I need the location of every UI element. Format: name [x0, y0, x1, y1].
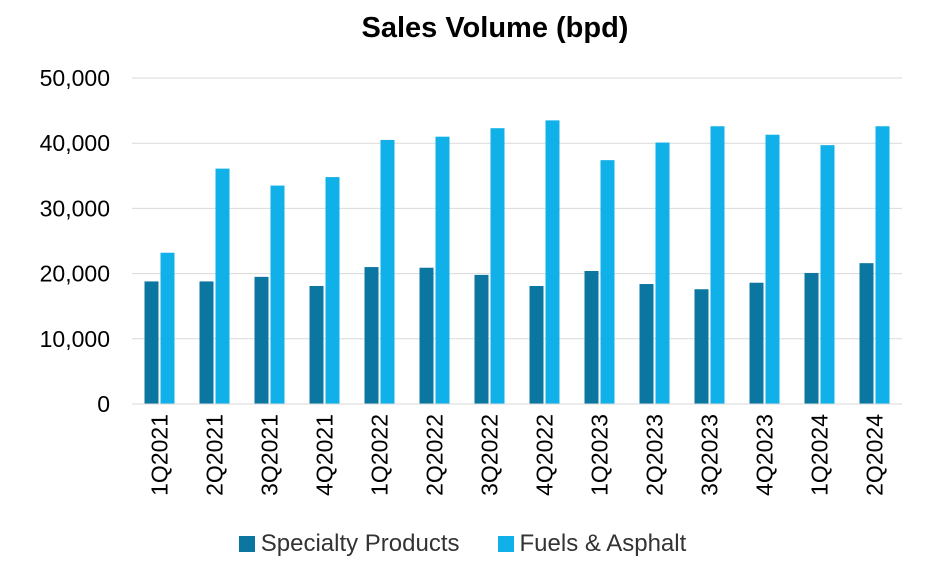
- bar-specialty-products: [309, 285, 324, 404]
- bar-specialty-products: [199, 281, 214, 404]
- bar-fuels-asphalt: [820, 145, 835, 404]
- bar-specialty-products: [474, 274, 489, 404]
- gridlines: [132, 77, 902, 340]
- bar-fuels-asphalt: [875, 126, 890, 405]
- legend-label-specialty-products: Specialty Products: [260, 530, 460, 557]
- x-tick-label: 3Q2022: [477, 414, 503, 496]
- x-tick-label: 1Q2024: [807, 414, 833, 496]
- x-axis-ticks: 1Q2021 2Q2021 3Q2021 4Q2021 1Q2022 2Q2022 3Q20…: [147, 414, 888, 496]
- bar-fuels-asphalt: [160, 252, 175, 404]
- legend-item-fuels-asphalt: Fuels & Asphalt: [497, 530, 687, 558]
- legend-swatch-specialty-products: [238, 536, 255, 552]
- bar-specialty-products: [529, 285, 544, 404]
- legend-item-specialty-products: Specialty Products: [238, 530, 460, 558]
- bar-fuels-asphalt: [600, 160, 615, 404]
- chart-title: Sales Volume (bpd): [361, 12, 629, 44]
- bar-fuels-asphalt: [710, 126, 725, 405]
- y-tick-label: 20,000: [40, 261, 110, 287]
- x-tick-label: 1Q2023: [587, 414, 613, 496]
- bar-specialty-products: [694, 289, 709, 404]
- x-tick-label: 4Q2022: [532, 414, 558, 496]
- x-tick-label: 2Q2024: [862, 414, 888, 496]
- bar-fuels-asphalt: [655, 142, 670, 404]
- bar-specialty-products: [254, 276, 269, 404]
- x-tick-label: 2Q2023: [642, 414, 668, 496]
- bars: [144, 120, 890, 405]
- bar-specialty-products: [639, 284, 654, 404]
- legend: Specialty Products Fuels & Asphalt: [0, 530, 925, 558]
- bar-specialty-products: [749, 282, 764, 404]
- y-tick-label: 10,000: [40, 326, 110, 352]
- x-tick-label: 2Q2021: [202, 414, 228, 496]
- y-axis-ticks: 0 10,000 20,000 30,000 40,000 50,000: [40, 65, 110, 417]
- y-tick-label: 50,000: [40, 65, 110, 91]
- x-tick-label: 3Q2023: [697, 414, 723, 496]
- bar-fuels-asphalt: [215, 168, 230, 404]
- legend-swatch-fuels-asphalt: [497, 536, 514, 552]
- x-tick-label: 1Q2022: [367, 414, 393, 496]
- bar-specialty-products: [859, 263, 874, 404]
- bar-specialty-products: [584, 270, 599, 404]
- bar-fuels-asphalt: [380, 139, 395, 404]
- legend-label-fuels-asphalt: Fuels & Asphalt: [519, 530, 687, 557]
- bar-specialty-products: [364, 267, 379, 404]
- bar-fuels-asphalt: [545, 120, 560, 404]
- x-tick-label: 1Q2021: [147, 414, 173, 496]
- x-tick-label: 3Q2021: [257, 414, 283, 496]
- bar-fuels-asphalt: [765, 134, 780, 404]
- x-tick-label: 4Q2023: [752, 414, 778, 496]
- x-tick-label: 2Q2022: [422, 414, 448, 496]
- y-tick-label: 30,000: [40, 195, 110, 221]
- y-tick-label: 40,000: [40, 130, 110, 156]
- bar-fuels-asphalt: [435, 136, 450, 404]
- bar-fuels-asphalt: [325, 177, 340, 404]
- bar-fuels-asphalt: [270, 185, 285, 404]
- bar-specialty-products: [804, 272, 819, 404]
- y-tick-label: 0: [97, 391, 110, 417]
- bar-fuels-asphalt: [490, 128, 505, 405]
- bar-specialty-products: [419, 267, 434, 404]
- bar-specialty-products: [144, 281, 159, 404]
- x-tick-label: 4Q2021: [312, 414, 338, 496]
